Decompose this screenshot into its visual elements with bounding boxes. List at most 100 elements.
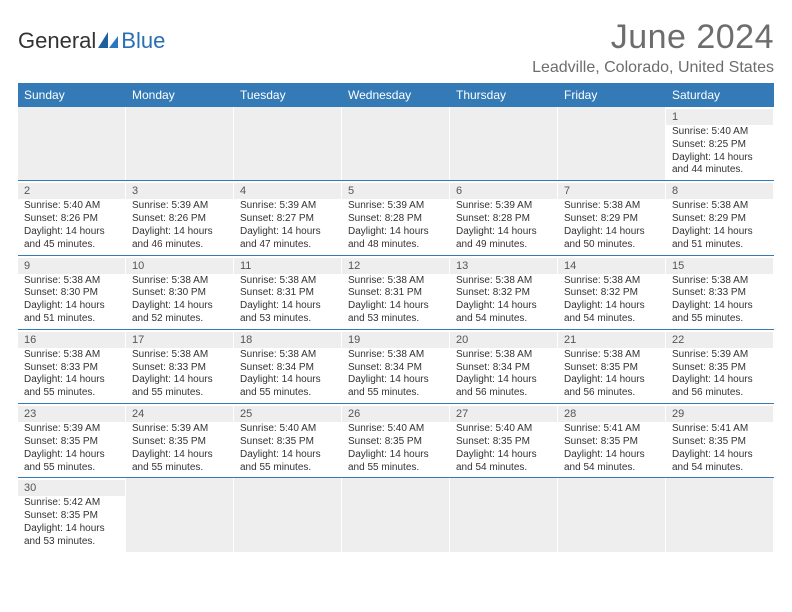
day-cell: 16Sunrise: 5:38 AMSunset: 8:33 PMDayligh… [18,330,126,403]
daylight-text: and 55 minutes. [348,462,443,475]
day-cell: 25Sunrise: 5:40 AMSunset: 8:35 PMDayligh… [234,404,342,477]
day-cell: 15Sunrise: 5:38 AMSunset: 8:33 PMDayligh… [666,256,774,329]
sunset-text: Sunset: 8:27 PM [240,213,335,226]
sunrise-text: Sunrise: 5:38 AM [24,275,119,288]
daylight-text: Daylight: 14 hours [672,226,767,239]
day-number: 21 [558,332,665,348]
sunset-text: Sunset: 8:34 PM [348,362,443,375]
daylight-text: and 55 minutes. [240,462,335,475]
daylight-text: and 50 minutes. [564,239,659,252]
sunset-text: Sunset: 8:31 PM [240,287,335,300]
sunset-text: Sunset: 8:35 PM [240,436,335,449]
daylight-text: and 47 minutes. [240,239,335,252]
sail-icon [98,32,120,50]
daylight-text: Daylight: 14 hours [132,300,227,313]
daylight-text: Daylight: 14 hours [564,374,659,387]
daylight-text: and 54 minutes. [564,313,659,326]
sunrise-text: Sunrise: 5:39 AM [132,423,227,436]
day-cell: 4Sunrise: 5:39 AMSunset: 8:27 PMDaylight… [234,181,342,254]
day-cell-empty [234,478,342,551]
day-number: 17 [126,332,233,348]
sunset-text: Sunset: 8:35 PM [348,436,443,449]
daylight-text: and 46 minutes. [132,239,227,252]
sunrise-text: Sunrise: 5:38 AM [456,349,551,362]
sunrise-text: Sunrise: 5:39 AM [24,423,119,436]
weekday-header: Saturday [666,83,774,107]
daylight-text: Daylight: 14 hours [132,226,227,239]
sunset-text: Sunset: 8:35 PM [24,436,119,449]
sunrise-text: Sunrise: 5:39 AM [240,200,335,213]
day-cell: 18Sunrise: 5:38 AMSunset: 8:34 PMDayligh… [234,330,342,403]
daylight-text: Daylight: 14 hours [672,300,767,313]
sunset-text: Sunset: 8:30 PM [132,287,227,300]
sunset-text: Sunset: 8:26 PM [132,213,227,226]
sunset-text: Sunset: 8:34 PM [240,362,335,375]
sunset-text: Sunset: 8:32 PM [564,287,659,300]
daylight-text: Daylight: 14 hours [564,226,659,239]
daylight-text: and 54 minutes. [672,462,767,475]
day-number: 14 [558,258,665,274]
day-number: 10 [126,258,233,274]
daylight-text: and 44 minutes. [672,164,767,177]
daylight-text: Daylight: 14 hours [456,374,551,387]
daylight-text: Daylight: 14 hours [456,300,551,313]
day-cell: 24Sunrise: 5:39 AMSunset: 8:35 PMDayligh… [126,404,234,477]
daylight-text: and 51 minutes. [672,239,767,252]
daylight-text: and 56 minutes. [564,387,659,400]
sunrise-text: Sunrise: 5:38 AM [564,200,659,213]
daylight-text: Daylight: 14 hours [132,449,227,462]
daylight-text: Daylight: 14 hours [240,300,335,313]
day-cell: 27Sunrise: 5:40 AMSunset: 8:35 PMDayligh… [450,404,558,477]
day-number: 15 [666,258,773,274]
daylight-text: and 55 minutes. [672,313,767,326]
sunrise-text: Sunrise: 5:38 AM [132,349,227,362]
day-cell: 3Sunrise: 5:39 AMSunset: 8:26 PMDaylight… [126,181,234,254]
day-number: 24 [126,406,233,422]
day-cell: 10Sunrise: 5:38 AMSunset: 8:30 PMDayligh… [126,256,234,329]
day-number: 19 [342,332,449,348]
day-number: 8 [666,183,773,199]
daylight-text: and 54 minutes. [456,313,551,326]
daylight-text: and 55 minutes. [348,387,443,400]
sunset-text: Sunset: 8:34 PM [456,362,551,375]
week-row: 2Sunrise: 5:40 AMSunset: 8:26 PMDaylight… [18,181,774,255]
day-cell: 13Sunrise: 5:38 AMSunset: 8:32 PMDayligh… [450,256,558,329]
week-row: 30Sunrise: 5:42 AMSunset: 8:35 PMDayligh… [18,478,774,551]
daylight-text: Daylight: 14 hours [348,300,443,313]
sunrise-text: Sunrise: 5:42 AM [24,497,119,510]
day-cell: 7Sunrise: 5:38 AMSunset: 8:29 PMDaylight… [558,181,666,254]
sunset-text: Sunset: 8:30 PM [24,287,119,300]
daylight-text: and 55 minutes. [24,387,119,400]
daylight-text: Daylight: 14 hours [348,374,443,387]
day-number: 2 [18,183,125,199]
weekday-header: Sunday [18,83,126,107]
title-block: June 2024 Leadville, Colorado, United St… [532,18,774,77]
day-cell-empty [666,478,774,551]
sunrise-text: Sunrise: 5:39 AM [672,349,767,362]
calendar-grid: SundayMondayTuesdayWednesdayThursdayFrid… [18,83,774,552]
daylight-text: and 53 minutes. [348,313,443,326]
daylight-text: Daylight: 14 hours [348,226,443,239]
sunset-text: Sunset: 8:33 PM [672,287,767,300]
sunset-text: Sunset: 8:28 PM [456,213,551,226]
day-cell: 12Sunrise: 5:38 AMSunset: 8:31 PMDayligh… [342,256,450,329]
logo: General Blue [18,18,165,54]
day-number: 27 [450,406,557,422]
daylight-text: and 53 minutes. [240,313,335,326]
day-cell: 11Sunrise: 5:38 AMSunset: 8:31 PMDayligh… [234,256,342,329]
weekday-header: Tuesday [234,83,342,107]
day-number: 18 [234,332,341,348]
day-cell-empty [450,478,558,551]
day-cell: 29Sunrise: 5:41 AMSunset: 8:35 PMDayligh… [666,404,774,477]
sunrise-text: Sunrise: 5:40 AM [240,423,335,436]
day-cell-empty [558,478,666,551]
sunrise-text: Sunrise: 5:40 AM [456,423,551,436]
sunrise-text: Sunrise: 5:38 AM [564,275,659,288]
sunrise-text: Sunrise: 5:38 AM [132,275,227,288]
daylight-text: Daylight: 14 hours [132,374,227,387]
week-row: 9Sunrise: 5:38 AMSunset: 8:30 PMDaylight… [18,256,774,330]
sunrise-text: Sunrise: 5:38 AM [24,349,119,362]
sunset-text: Sunset: 8:35 PM [456,436,551,449]
sunrise-text: Sunrise: 5:41 AM [672,423,767,436]
day-number: 25 [234,406,341,422]
